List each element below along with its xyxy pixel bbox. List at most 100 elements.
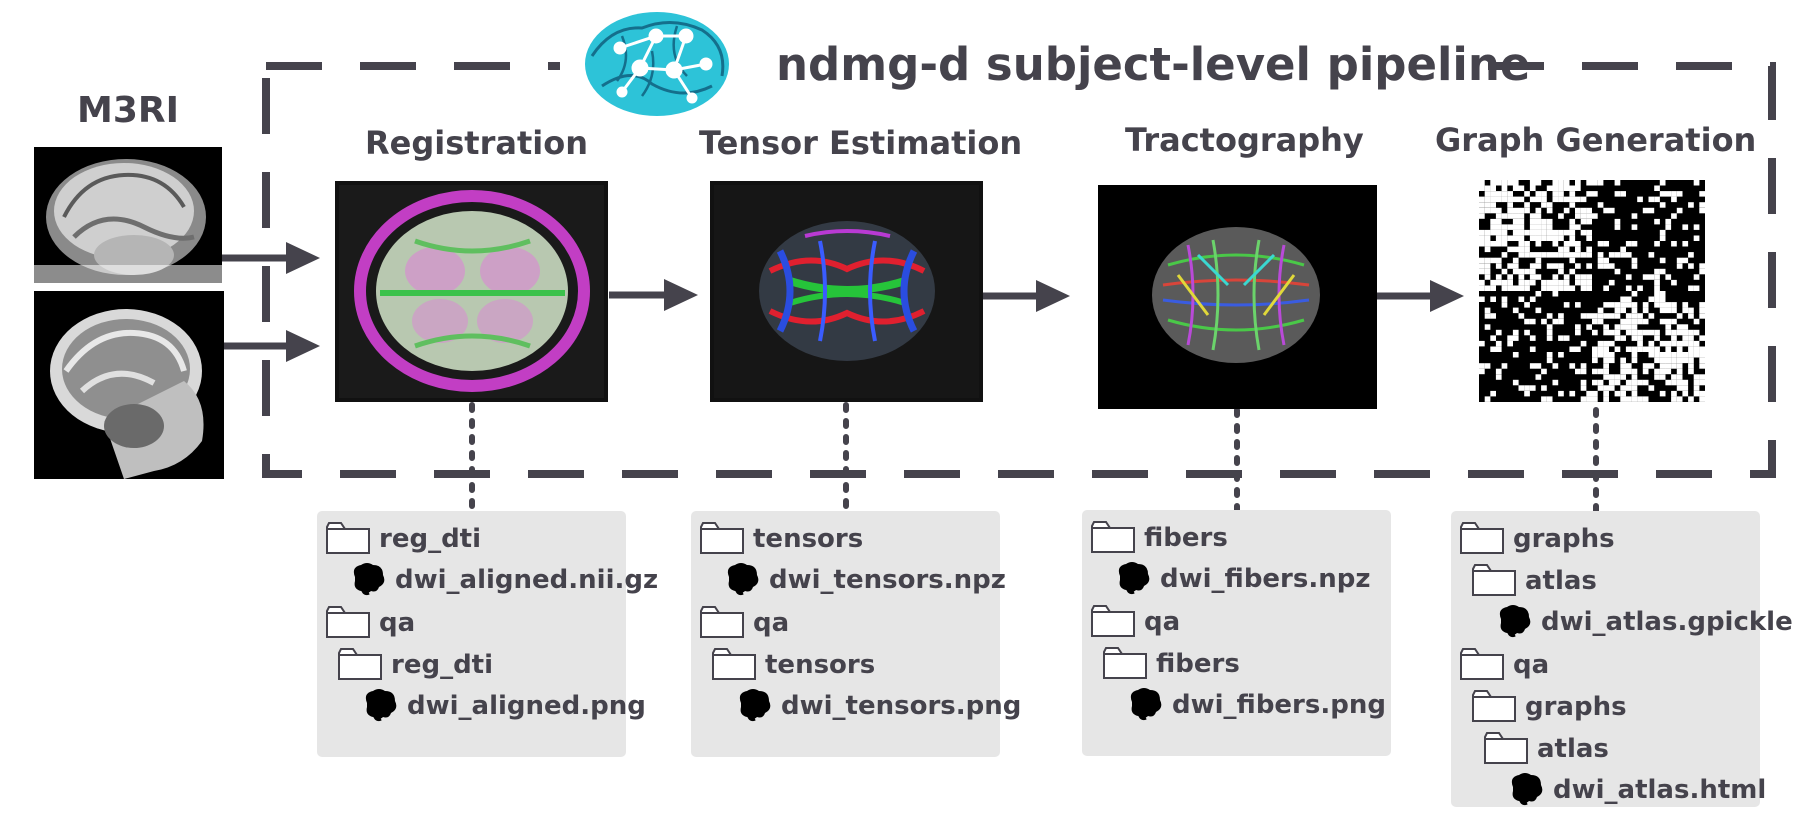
matrix-cell	[1529, 213, 1536, 219]
matrix-cell	[1648, 296, 1655, 302]
matrix-cell	[1682, 241, 1689, 247]
matrix-cell	[1592, 368, 1598, 375]
file-tree-label: dwi_fibers.npz	[1160, 564, 1371, 594]
matrix-cell	[1518, 241, 1525, 247]
matrix-cell	[1603, 324, 1609, 330]
matrix-cell	[1642, 346, 1649, 352]
matrix-cell	[1541, 368, 1547, 375]
matrix-cell	[1625, 296, 1632, 302]
matrix-cell	[1603, 340, 1609, 347]
matrix-cell	[1688, 307, 1694, 314]
matrix-cell	[1501, 268, 1508, 275]
matrix-cell	[1614, 374, 1621, 380]
matrix-cell	[1625, 368, 1632, 375]
matrix-cell	[1625, 241, 1632, 247]
matrix-cell	[1495, 368, 1502, 375]
matrix-cell	[1512, 235, 1519, 241]
matrix-cell	[1693, 346, 1700, 352]
output-panel-graph-generation: graphs atlas dwi_atlas.gpickle qa graphs atla…	[1451, 511, 1793, 807]
matrix-cell	[1546, 352, 1553, 358]
t1-input-image	[34, 291, 224, 479]
matrix-cell	[1512, 180, 1519, 186]
matrix-cell	[1479, 202, 1485, 208]
matrix-cell	[1495, 279, 1502, 286]
matrix-cell	[1671, 302, 1677, 308]
stage-title-registration: Registration	[365, 124, 588, 162]
matrix-cell	[1648, 196, 1655, 203]
matrix-cell	[1524, 329, 1530, 336]
matrix-cell	[1479, 268, 1485, 275]
matrix-cell	[1654, 329, 1660, 336]
matrix-cell	[1563, 196, 1570, 203]
matrix-cell	[1620, 307, 1626, 314]
matrix-cell	[1546, 263, 1553, 269]
matrix-cell	[1495, 235, 1502, 241]
matrix-cell	[1546, 279, 1553, 286]
matrix-cell	[1603, 368, 1609, 375]
matrix-cell	[1648, 363, 1655, 369]
matrix-cell	[1563, 246, 1570, 253]
matrix-cell	[1535, 180, 1542, 186]
matrix-cell	[1693, 390, 1700, 397]
matrix-cell	[1699, 268, 1705, 275]
matrix-cell	[1654, 279, 1660, 286]
matrix-cell	[1558, 390, 1564, 397]
matrix-cell	[1659, 374, 1666, 380]
folder-row: graphs	[1459, 519, 1615, 559]
matrix-cell	[1490, 202, 1496, 208]
dwi-input-image	[34, 147, 222, 283]
matrix-cell	[1631, 224, 1638, 230]
folder-row: fibers	[1102, 644, 1240, 684]
matrix-cell	[1580, 218, 1587, 225]
matrix-cell	[1524, 191, 1530, 197]
matrix-cell	[1693, 180, 1700, 186]
matrix-cell	[1671, 191, 1677, 197]
matrix-cell	[1524, 285, 1530, 291]
matrix-cell	[1676, 346, 1683, 352]
matrix-cell	[1586, 207, 1592, 214]
matrix-cell	[1580, 385, 1587, 391]
matrix-cell	[1558, 185, 1564, 191]
matrix-cell	[1659, 235, 1666, 241]
matrix-cell	[1512, 263, 1519, 269]
matrix-cell	[1597, 257, 1604, 264]
matrix-cell	[1665, 368, 1672, 375]
matrix-cell	[1484, 313, 1491, 319]
matrix-cell	[1592, 396, 1598, 402]
matrix-cell	[1648, 385, 1655, 391]
matrix-cell	[1558, 246, 1564, 253]
matrix-cell	[1535, 235, 1542, 241]
matrix-cell	[1569, 390, 1576, 397]
matrix-cell	[1529, 268, 1536, 275]
matrix-cell	[1535, 218, 1542, 225]
matrix-cell	[1671, 307, 1677, 314]
matrix-cell	[1569, 363, 1576, 369]
matrix-cell	[1512, 268, 1519, 275]
matrix-cell	[1586, 191, 1592, 197]
matrix-cell	[1620, 357, 1626, 364]
matrix-cell	[1665, 302, 1672, 308]
matrix-cell	[1671, 396, 1677, 402]
matrix-cell	[1659, 296, 1666, 302]
matrix-cell	[1524, 229, 1530, 236]
matrix-cell	[1507, 196, 1513, 203]
graph-adjacency-matrix-image	[1479, 180, 1705, 402]
matrix-cell	[1524, 268, 1530, 275]
matrix-cell	[1597, 202, 1604, 208]
matrix-cell	[1631, 379, 1638, 386]
matrix-cell	[1518, 385, 1525, 391]
file-tree-label: qa	[753, 608, 790, 638]
matrix-cell	[1552, 318, 1559, 325]
input-arrow-bottom	[222, 330, 320, 362]
matrix-cell	[1614, 218, 1621, 225]
matrix-cell	[1631, 302, 1638, 308]
matrix-cell	[1699, 202, 1705, 208]
matrix-cell	[1625, 285, 1632, 291]
file-tree-label: reg_dti	[379, 524, 482, 554]
matrix-cell	[1524, 252, 1530, 258]
file-row: dwi_aligned.nii.gz	[349, 561, 658, 599]
matrix-cell	[1546, 252, 1553, 258]
matrix-cell	[1688, 357, 1694, 364]
matrix-cell	[1637, 313, 1643, 319]
matrix-cell	[1631, 307, 1638, 314]
